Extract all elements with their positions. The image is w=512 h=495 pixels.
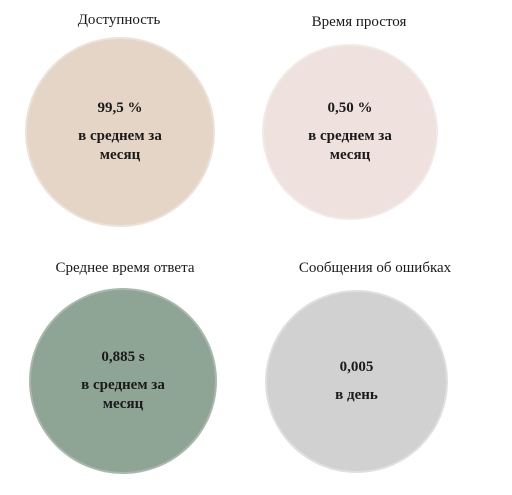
metric-circle: 99,5 % в среднем за месяц xyxy=(25,37,215,227)
metric-circle: 0,50 % в среднем за месяц xyxy=(262,44,438,220)
metric-value: 0,005 xyxy=(339,359,374,375)
metric-unit: в среднем за месяц xyxy=(308,128,392,163)
metric-value: 99,5 % xyxy=(97,100,143,116)
metric-unit: в среднем за месяц xyxy=(81,377,165,412)
metric-unit: в среднем за месяц xyxy=(78,128,162,163)
metric-value: 0,50 % xyxy=(327,100,373,116)
metric-unit: в день xyxy=(335,387,378,403)
metric-circle: 0,005 в день xyxy=(265,290,448,473)
metric-title: Сообщения об ошибках xyxy=(298,260,452,276)
metric-circle: 0,885 s в среднем за месяц xyxy=(29,288,217,474)
metric-title: Доступность xyxy=(77,12,161,28)
metric-value: 0,885 s xyxy=(101,349,145,365)
metric-title: Среднее время ответа xyxy=(55,260,195,276)
metric-title: Время простоя xyxy=(311,14,407,30)
